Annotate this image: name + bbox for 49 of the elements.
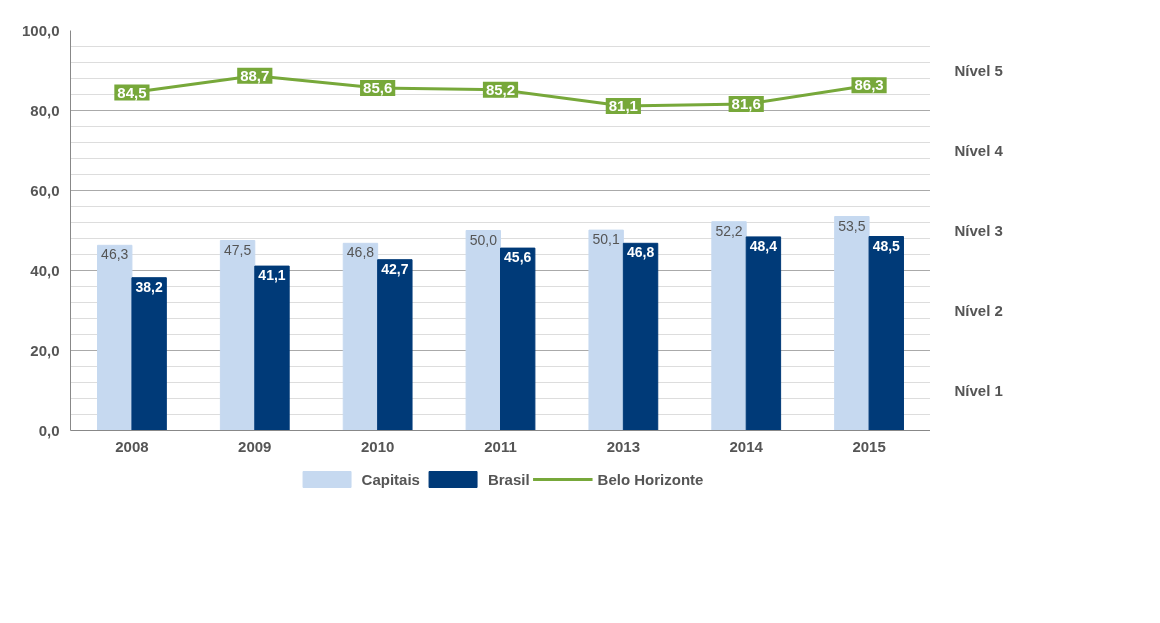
bar (342, 242, 379, 431)
x-tick-label: 2010 (360, 437, 395, 455)
data-label: 46,3 (101, 246, 129, 263)
y-tick-label: 60,0 (30, 181, 60, 199)
text: Nível 5 (954, 62, 1003, 79)
bar (588, 229, 624, 431)
bar (868, 236, 904, 431)
data-label: 45,6 (504, 249, 532, 266)
y-tick-label: 80,0 (30, 101, 60, 119)
data-label: 46,8 (346, 244, 375, 261)
x-tick-label: 2014 (729, 437, 764, 455)
text: Nível 4 (954, 142, 1004, 159)
y-tick-label: 20,0 (30, 341, 60, 359)
legend-label: Belo Horizonte (597, 470, 704, 488)
legend-label: Capitais (361, 470, 420, 488)
data-label: 41,1 (258, 267, 286, 284)
bar (131, 277, 167, 431)
data-label: 47,5 (223, 241, 252, 258)
data-label: 38,2 (135, 278, 163, 295)
data-label: 53,5 (838, 217, 866, 234)
x-tick-label: 2013 (606, 437, 641, 455)
data-label: 50,0 (469, 231, 498, 248)
bar (254, 265, 290, 431)
data-label: 50,1 (592, 231, 620, 248)
data-label: 48,5 (872, 237, 901, 254)
bar (97, 244, 133, 431)
data-label: 46,8 (626, 244, 655, 261)
text: Nível 2 (954, 302, 1003, 319)
x-tick-label: 2009 (238, 437, 272, 455)
bar (711, 221, 747, 431)
bar (219, 240, 256, 431)
bar (834, 216, 870, 431)
bar (465, 230, 501, 431)
bar (500, 247, 536, 431)
bar (377, 259, 413, 431)
bar (622, 242, 659, 431)
text: Nível 1 (954, 382, 1003, 399)
y-tick-label: 40,0 (30, 261, 60, 279)
y-tick-label: 0,0 (38, 421, 60, 439)
legend-label: Brasil (487, 470, 530, 488)
data-label: 48,4 (749, 237, 778, 254)
data-label: 42,7 (381, 260, 409, 277)
bar (745, 236, 782, 431)
text: Nível 3 (954, 222, 1003, 239)
x-tick-label: 2015 (852, 437, 886, 455)
x-tick-label: 2011 (484, 437, 517, 455)
y-tick-label: 100,0 (21, 21, 60, 39)
data-label: 52,2 (715, 222, 743, 239)
x-tick-label: 2008 (115, 437, 149, 455)
